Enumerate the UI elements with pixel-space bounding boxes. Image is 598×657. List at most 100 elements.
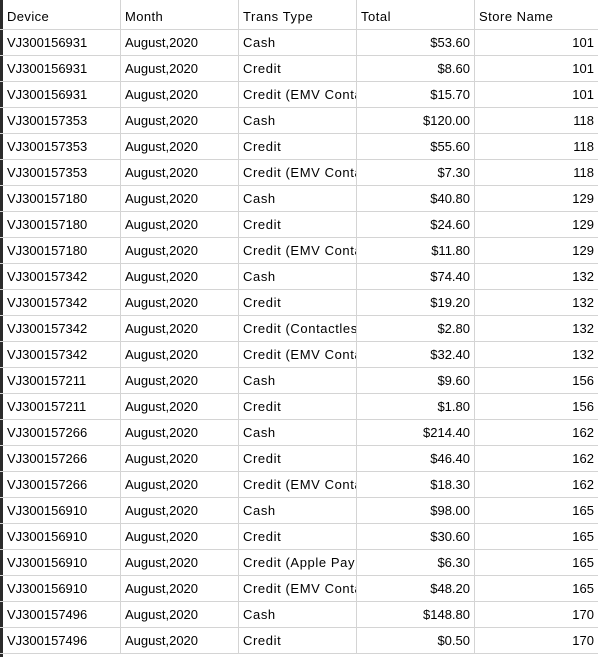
device-cell[interactable]: VJ300157266: [3, 420, 121, 445]
store-name-cell[interactable]: 101: [572, 61, 594, 76]
total-cell[interactable]: $7.30: [357, 160, 475, 185]
trans-type-cell[interactable]: Credit: [239, 628, 357, 653]
trans-type-cell[interactable]: Cash: [239, 368, 357, 393]
device-cell[interactable]: VJ300156910: [3, 550, 121, 575]
header-device[interactable]: Device: [3, 0, 121, 29]
device-cell[interactable]: VJ300157342: [3, 316, 121, 341]
trans-type-cell[interactable]: Credit (EMV Conta: [239, 342, 357, 367]
device-cell[interactable]: VJ300156931: [3, 82, 121, 107]
trans-type-cell[interactable]: Cash: [239, 498, 357, 523]
device-cell[interactable]: VJ300156910: [3, 498, 121, 523]
trans-type-cell[interactable]: Cash: [239, 264, 357, 289]
store-name-cell[interactable]: 132: [572, 269, 594, 284]
trans-type-cell[interactable]: Credit: [239, 524, 357, 549]
total-cell[interactable]: $48.20: [357, 576, 475, 601]
month-cell[interactable]: August,2020: [121, 160, 239, 185]
trans-type-cell[interactable]: Credit (EMV Conta: [239, 576, 357, 601]
month-cell[interactable]: August,2020: [121, 30, 239, 55]
device-cell[interactable]: VJ300157342: [3, 290, 121, 315]
device-cell[interactable]: VJ300157266: [3, 472, 121, 497]
store-name-cell[interactable]: 118: [573, 139, 594, 154]
device-cell[interactable]: VJ300156931: [3, 56, 121, 81]
device-cell[interactable]: VJ300156910: [3, 576, 121, 601]
trans-type-cell[interactable]: Cash: [239, 108, 357, 133]
device-cell[interactable]: VJ300157211: [3, 394, 121, 419]
month-cell[interactable]: August,2020: [121, 498, 239, 523]
store-name-cell[interactable]: 170: [572, 607, 594, 622]
month-cell[interactable]: August,2020: [121, 446, 239, 471]
total-cell[interactable]: $8.60: [357, 56, 475, 81]
trans-type-cell[interactable]: Cash: [239, 186, 357, 211]
store-name-cell[interactable]: 170: [572, 633, 594, 648]
store-name-cell[interactable]: 165: [572, 555, 594, 570]
total-cell[interactable]: $11.80: [357, 238, 475, 263]
total-cell[interactable]: $6.30: [357, 550, 475, 575]
device-cell[interactable]: VJ300157180: [3, 212, 121, 237]
total-cell[interactable]: $30.60: [357, 524, 475, 549]
trans-type-cell[interactable]: Credit (Apple Pay: [239, 550, 357, 575]
month-cell[interactable]: August,2020: [121, 368, 239, 393]
trans-type-cell[interactable]: Cash: [239, 420, 357, 445]
total-cell[interactable]: $46.40: [357, 446, 475, 471]
store-name-cell[interactable]: 132: [572, 321, 594, 336]
month-cell[interactable]: August,2020: [121, 420, 239, 445]
store-name-cell[interactable]: 165: [572, 581, 594, 596]
total-cell[interactable]: $0.50: [357, 628, 475, 653]
trans-type-cell[interactable]: Credit (Contactles: [239, 316, 357, 341]
month-cell[interactable]: August,2020: [121, 56, 239, 81]
trans-type-cell[interactable]: Credit: [239, 56, 357, 81]
total-cell[interactable]: $74.40: [357, 264, 475, 289]
trans-type-cell[interactable]: Credit (EMV Conta: [239, 238, 357, 263]
month-cell[interactable]: August,2020: [121, 134, 239, 159]
device-cell[interactable]: VJ300156910: [3, 524, 121, 549]
header-month[interactable]: Month: [121, 0, 239, 29]
store-name-cell[interactable]: 132: [572, 347, 594, 362]
device-cell[interactable]: VJ300157342: [3, 264, 121, 289]
store-name-cell[interactable]: 129: [572, 191, 594, 206]
total-cell[interactable]: $53.60: [357, 30, 475, 55]
store-name-cell[interactable]: 129: [572, 217, 594, 232]
total-cell[interactable]: $214.40: [357, 420, 475, 445]
month-cell[interactable]: August,2020: [121, 264, 239, 289]
total-cell[interactable]: $15.70: [357, 82, 475, 107]
trans-type-cell[interactable]: Credit: [239, 134, 357, 159]
month-cell[interactable]: August,2020: [121, 108, 239, 133]
store-name-cell[interactable]: 162: [572, 477, 594, 492]
month-cell[interactable]: August,2020: [121, 212, 239, 237]
store-name-cell[interactable]: 165: [572, 503, 594, 518]
trans-type-cell[interactable]: Cash: [239, 602, 357, 627]
store-name-cell[interactable]: 165: [572, 529, 594, 544]
total-cell[interactable]: $120.00: [357, 108, 475, 133]
month-cell[interactable]: August,2020: [121, 550, 239, 575]
month-cell[interactable]: August,2020: [121, 186, 239, 211]
month-cell[interactable]: August,2020: [121, 342, 239, 367]
store-name-cell[interactable]: 118: [573, 113, 594, 128]
header-store-name[interactable]: Store Name: [479, 9, 554, 24]
total-cell[interactable]: $32.40: [357, 342, 475, 367]
trans-type-cell[interactable]: Credit: [239, 394, 357, 419]
total-cell[interactable]: $2.80: [357, 316, 475, 341]
month-cell[interactable]: August,2020: [121, 290, 239, 315]
store-name-cell[interactable]: 132: [572, 295, 594, 310]
store-name-cell[interactable]: 162: [572, 425, 594, 440]
trans-type-cell[interactable]: Credit (EMV Conta: [239, 472, 357, 497]
store-name-cell[interactable]: 101: [572, 35, 594, 50]
device-cell[interactable]: VJ300157180: [3, 238, 121, 263]
total-cell[interactable]: $24.60: [357, 212, 475, 237]
store-name-cell[interactable]: 162: [572, 451, 594, 466]
header-trans-type[interactable]: Trans Type: [239, 0, 357, 29]
month-cell[interactable]: August,2020: [121, 394, 239, 419]
total-cell[interactable]: $55.60: [357, 134, 475, 159]
device-cell[interactable]: VJ300157496: [3, 628, 121, 653]
store-name-cell[interactable]: 156: [572, 373, 594, 388]
month-cell[interactable]: August,2020: [121, 628, 239, 653]
total-cell[interactable]: $40.80: [357, 186, 475, 211]
total-cell[interactable]: $148.80: [357, 602, 475, 627]
trans-type-cell[interactable]: Credit: [239, 212, 357, 237]
trans-type-cell[interactable]: Credit (EMV Conta: [239, 160, 357, 185]
trans-type-cell[interactable]: Cash: [239, 30, 357, 55]
device-cell[interactable]: VJ300157353: [3, 134, 121, 159]
device-cell[interactable]: VJ300157266: [3, 446, 121, 471]
month-cell[interactable]: August,2020: [121, 524, 239, 549]
device-cell[interactable]: VJ300157211: [3, 368, 121, 393]
